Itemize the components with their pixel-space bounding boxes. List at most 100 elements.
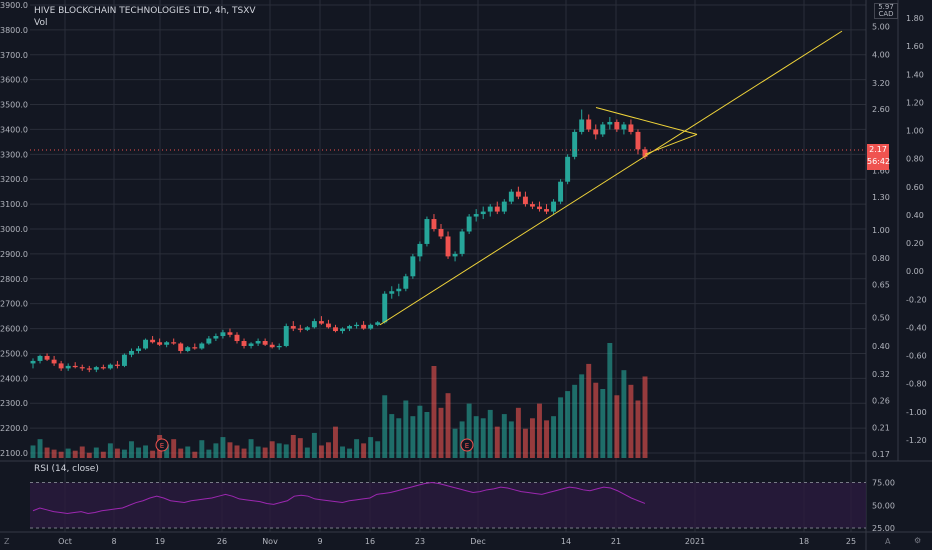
right-price-axis[interactable]: 5.00 4.00 3.20 2.60 1.60 1.30 1.00 0.80 0.65 0.50…: [872, 22, 890, 459]
volume-bar: [93, 447, 99, 458]
candle-body: [86, 368, 92, 370]
candle-body: [410, 256, 416, 277]
candle-body: [522, 196, 528, 205]
volume-bar: [79, 446, 85, 458]
volume-bar: [389, 414, 395, 458]
candle-body: [72, 365, 78, 368]
inner-tick-label: -0.20: [906, 295, 927, 304]
inner-price-axis[interactable]: 1.80 1.60 1.40 1.20 1.00 0.80 0.60 0.40 0.20 0.00…: [906, 14, 927, 445]
volume-bar: [438, 407, 444, 458]
earnings-marker-label: E: [160, 442, 164, 450]
time-tick-label: Oct: [58, 537, 72, 546]
volume-bar: [494, 426, 500, 458]
candle-body: [37, 355, 43, 361]
time-axis[interactable]: Oct 8 19 26 Nov 9 16 23 Dec 14 21 2021 18 25: [58, 537, 856, 546]
candle-body: [544, 209, 549, 212]
inner-tick-label: 1.00: [906, 127, 924, 136]
candle-body: [121, 354, 127, 366]
inner-tick-label: -0.80: [906, 380, 927, 389]
candle-body: [227, 332, 233, 335]
volume-bar: [382, 395, 388, 458]
volume-bar: [593, 382, 599, 458]
inner-tick-label: -0.40: [906, 323, 927, 332]
candle-body: [206, 338, 212, 344]
candle-body: [389, 291, 395, 294]
candle-body: [234, 334, 240, 342]
volume-bar: [164, 444, 170, 458]
left-tick-label: 3200.0: [0, 175, 28, 184]
volume-bar: [121, 449, 127, 458]
trend-lines[interactable]: [30, 30, 866, 326]
candle-body: [150, 339, 156, 343]
volume-bar: [522, 428, 528, 458]
candle-body: [262, 341, 268, 345]
candle-body: [600, 124, 606, 135]
candle-body: [537, 206, 542, 210]
volume-bar: [276, 443, 282, 458]
candle-body: [51, 359, 57, 364]
left-tick-label: 3300.0: [0, 150, 28, 159]
candle-body: [635, 131, 641, 150]
volume-bar: [51, 449, 57, 458]
right-tick-label: 5.00: [872, 22, 890, 31]
volume-bar: [361, 443, 367, 458]
right-tick-label: 0.21: [872, 423, 890, 432]
volume-bar: [30, 445, 36, 458]
left-price-axis[interactable]: 3900.0 3800.0 3700.0 3600.0 3500.0 3400.0 3300…: [0, 1, 28, 458]
candle-body: [480, 211, 486, 215]
volume-bar: [396, 418, 402, 458]
volume-bar: [333, 426, 338, 458]
chart-legend: HIVE BLOCKCHAIN TECHNOLOGIES LTD, 4h, TS…: [34, 5, 256, 29]
candle-body: [459, 231, 465, 254]
candle-body: [593, 129, 599, 135]
inner-tick-label: -1.20: [906, 436, 927, 445]
auto-scale-icon[interactable]: A: [885, 537, 891, 546]
left-tick-label: 3500.0: [0, 101, 28, 110]
left-tick-label: 3100.0: [0, 200, 28, 209]
rsi-band: [30, 482, 866, 529]
volume-bar: [544, 420, 549, 458]
candle-body: [558, 181, 564, 202]
volume-bar: [424, 412, 430, 458]
volume-bar: [107, 443, 113, 458]
volume-bar: [171, 439, 177, 458]
volume-bar: [234, 445, 240, 458]
candle-body: [515, 191, 521, 197]
candle-body: [375, 322, 381, 325]
left-tick-label: 3700.0: [0, 51, 28, 60]
time-tick-label: 8: [111, 537, 116, 546]
volume-bar: [368, 437, 374, 458]
rsi-tick-label: 50.00: [872, 501, 895, 510]
time-tick-label: 16: [365, 537, 375, 546]
candle-body: [136, 348, 141, 351]
candle-body: [452, 253, 458, 257]
volume-label[interactable]: Vol: [34, 18, 48, 28]
settings-gear-icon[interactable]: ⚙: [914, 536, 922, 545]
candle-body: [445, 236, 451, 257]
candle-body: [311, 321, 317, 328]
time-tick-label: 9: [317, 537, 322, 546]
volume-bar: [508, 421, 514, 458]
candle-body: [607, 121, 613, 125]
volume-bar: [227, 442, 233, 458]
candle-body: [297, 328, 303, 330]
volume-bar: [340, 446, 345, 458]
candle-body: [551, 201, 557, 212]
candle-body: [58, 363, 64, 369]
bar-countdown: 56:42: [867, 157, 891, 166]
time-tick-label: 14: [561, 537, 571, 546]
candle-body: [586, 119, 592, 130]
left-tick-label: 2800.0: [0, 275, 28, 284]
right-tick-label: 0.32: [872, 370, 890, 379]
left-tick-label: 2100.0: [0, 449, 28, 458]
symbol-title[interactable]: HIVE BLOCKCHAIN TECHNOLOGIES LTD, 4h, TS…: [34, 6, 256, 16]
rsi-legend[interactable]: RSI (14, close): [34, 464, 99, 474]
zoom-icon[interactable]: Z: [4, 537, 10, 546]
candle-body: [403, 276, 409, 289]
support-trendline: [379, 30, 843, 326]
volume-bar: [551, 416, 557, 458]
volume-bar: [614, 395, 620, 458]
earnings-marker-label: E: [465, 442, 469, 450]
